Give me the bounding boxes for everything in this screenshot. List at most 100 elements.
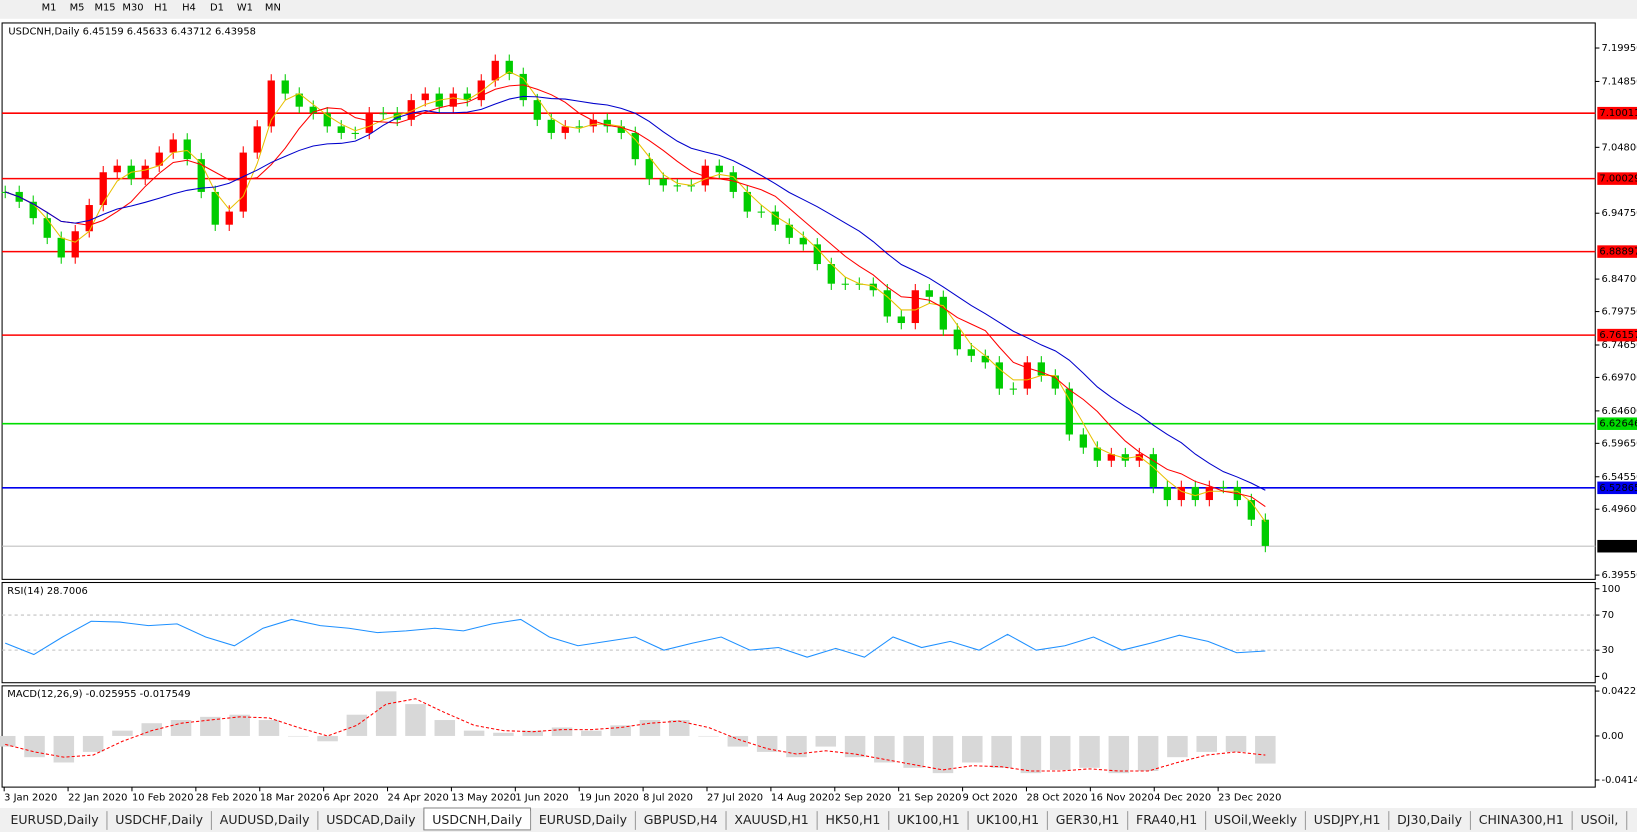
candle-body [1037, 362, 1045, 376]
timeframe-button[interactable]: H4 [182, 2, 196, 13]
candle-body [267, 80, 275, 127]
timeframe-button[interactable]: M1 [42, 2, 57, 13]
candle-body [393, 113, 401, 120]
x-tick-label: 6 Apr 2020 [324, 793, 379, 804]
macd-bar [493, 732, 514, 736]
macd-bar [727, 735, 749, 747]
chart-tab[interactable]: FRA40,H1 [1136, 812, 1197, 827]
candle-body [1149, 454, 1157, 487]
y-tick-label: 6.69700 [1602, 372, 1637, 383]
macd-bar [1020, 735, 1042, 774]
chart-tab[interactable]: DJ30,Daily [1397, 812, 1462, 827]
y-tick-label: 6.84700 [1602, 274, 1637, 285]
candle-body [113, 165, 121, 173]
level-tag [1597, 539, 1637, 553]
timeframe-button[interactable]: W1 [237, 2, 253, 13]
level-label: 6.62646 [1599, 419, 1637, 430]
macd-bar [229, 714, 250, 736]
chart-tab[interactable]: USDJPY,H1 [1314, 812, 1381, 827]
x-tick-label: 2 Sep 2020 [835, 793, 891, 804]
chart-tab[interactable]: USOil, [1580, 812, 1618, 827]
candle-body [1205, 486, 1213, 501]
timeframe-button[interactable]: M5 [70, 2, 85, 13]
candle-body [281, 80, 289, 94]
moving-average [5, 95, 1266, 491]
macd-bar [375, 691, 397, 736]
macd-bar [1196, 735, 1217, 752]
candle-body [575, 126, 583, 128]
chart-tab[interactable]: UK100,H1 [976, 812, 1039, 827]
x-tick-label: 22 Jan 2020 [68, 793, 127, 804]
y-tick-label: 6.59650 [1602, 438, 1637, 449]
x-tick-label: 23 Dec 2020 [1218, 793, 1281, 804]
level-label: 7.10011 [1599, 108, 1637, 119]
candle-body [239, 152, 247, 212]
timeframe-button[interactable]: M15 [94, 2, 115, 13]
chart-tab[interactable]: USDCHF,Daily [115, 812, 203, 827]
macd-bar [141, 723, 163, 736]
candle-body [99, 172, 107, 206]
macd-tick-label: 0.042275 [1602, 686, 1637, 697]
macd-bar [0, 735, 16, 747]
macd-bar [346, 714, 368, 736]
chart-tab[interactable]: EURUSD,Daily [539, 812, 628, 827]
chart-tab[interactable]: UK100,H1 [897, 812, 960, 827]
x-tick-label: 10 Feb 2020 [132, 793, 194, 804]
x-tick-label: 28 Oct 2020 [1026, 793, 1087, 804]
macd-bar [1225, 735, 1247, 752]
macd-bar [551, 727, 573, 736]
x-tick-label: 27 Jul 2020 [707, 793, 763, 804]
timeframe-button[interactable]: M30 [122, 2, 143, 13]
level-tag [1597, 328, 1637, 342]
macd-bar [874, 735, 895, 763]
macd-bar [786, 735, 807, 758]
timeframe-button[interactable]: H1 [154, 2, 168, 13]
chart-header: USDCNH,Daily 6.45159 6.45633 6.43712 6.4… [8, 26, 256, 37]
candle-body [841, 283, 849, 285]
candle-body [491, 60, 499, 81]
chart-tab[interactable]: GBPUSD,H4 [644, 812, 718, 827]
chart-tab[interactable]: GER30,H1 [1056, 812, 1120, 827]
candle-body [799, 237, 807, 245]
candle-body [407, 100, 415, 120]
candle-body [981, 355, 989, 363]
chart-tab[interactable]: USDCAD,Daily [326, 812, 416, 827]
candle-body [295, 93, 303, 107]
macd-bar [581, 730, 602, 736]
candle-body [603, 119, 611, 127]
candle-body [771, 211, 779, 225]
candle-body [477, 80, 485, 101]
rsi-line [5, 618, 1266, 658]
rsi-tick-label: 30 [1602, 645, 1615, 656]
macd-bar [522, 730, 543, 736]
chart-tab[interactable]: USOil,Weekly [1214, 812, 1298, 827]
candle-body [547, 119, 555, 133]
rsi-panel [1, 581, 1596, 684]
candle-body [85, 205, 93, 232]
x-tick-label: 1 Jun 2020 [515, 793, 568, 804]
timeframe-button[interactable]: MN [265, 2, 281, 13]
level-label: 6.76157 [1599, 330, 1637, 341]
candle-body [505, 60, 513, 74]
candle-body [827, 264, 835, 284]
macd-bar [405, 704, 426, 736]
candle-body [757, 211, 765, 213]
candle-body [211, 191, 219, 225]
chart-tab[interactable]: AUDUSD,Daily [220, 812, 310, 827]
level-label: 7.00029 [1599, 174, 1637, 185]
candle-body [715, 165, 723, 173]
timeframe-button[interactable]: D1 [210, 2, 224, 13]
macd-bar [1137, 735, 1159, 771]
chart-tab[interactable]: EURUSD,Daily [10, 812, 99, 827]
chart-tab[interactable]: XAUUSD,H1 [734, 812, 808, 827]
macd-label: MACD(12,26,9) -0.025955 -0.017549 [7, 689, 190, 700]
chart-tab[interactable]: HK50,H1 [825, 812, 880, 827]
chart-tab[interactable]: USDCNH,Daily [432, 812, 522, 827]
level-label: 6.52865 [1599, 483, 1637, 494]
macd-bar [1049, 735, 1071, 770]
candle-body [1079, 434, 1087, 448]
macd-bar [610, 725, 631, 736]
chart-tab[interactable]: CHINA300,H1 [1479, 812, 1564, 827]
level-tag [1597, 245, 1637, 258]
